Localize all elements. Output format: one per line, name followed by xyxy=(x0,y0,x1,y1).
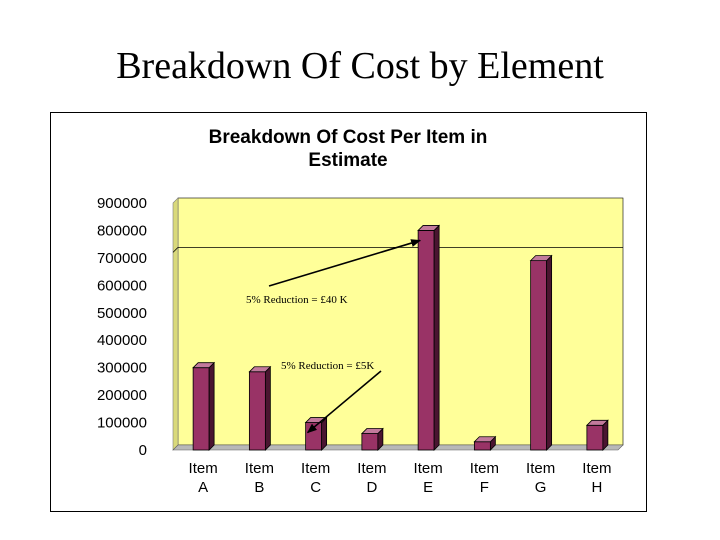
x-tick-label: C xyxy=(310,479,321,496)
y-tick-label: 0 xyxy=(139,442,147,459)
bar[interactable] xyxy=(530,260,548,451)
bar-top xyxy=(417,225,441,231)
x-tick-label: H xyxy=(591,479,602,496)
annotation-text: 5% Reduction = £5K xyxy=(281,360,374,372)
x-tick-label: Item xyxy=(470,460,499,477)
x-tick-label: E xyxy=(423,479,433,496)
reference-line-side xyxy=(172,247,179,253)
x-tick-label: Item xyxy=(301,460,330,477)
x-tick-label: Item xyxy=(582,460,611,477)
bar[interactable] xyxy=(248,371,266,451)
y-tick-label: 200000 xyxy=(97,387,147,404)
bar[interactable] xyxy=(473,441,491,451)
bar-side xyxy=(546,254,553,451)
bar-top xyxy=(529,255,553,262)
bar[interactable] xyxy=(361,433,379,451)
y-tick-label: 100000 xyxy=(97,415,147,432)
bar-side xyxy=(321,416,328,451)
slide-title: Breakdown Of Cost by Element xyxy=(116,45,604,87)
bar-side xyxy=(433,224,440,451)
y-tick-label: 700000 xyxy=(97,250,147,267)
y-tick-label: 500000 xyxy=(97,305,147,322)
y-tick-label: 900000 xyxy=(97,195,147,212)
chart-frame: Breakdown Of Cost Per Item in Estimate 0 10… xyxy=(50,112,647,512)
plot-area xyxy=(177,197,624,446)
bar-top xyxy=(360,428,384,434)
y-tick-label: 800000 xyxy=(97,222,147,239)
bar-top xyxy=(192,362,216,369)
bar[interactable] xyxy=(417,230,435,451)
plot-floor xyxy=(172,444,624,451)
x-tick-label: Item xyxy=(189,460,218,477)
x-tick-label: F xyxy=(480,479,489,496)
x-tick-label: D xyxy=(366,479,377,496)
x-tick-label: Item xyxy=(245,460,274,477)
x-tick-label: Item xyxy=(357,460,386,477)
bar[interactable] xyxy=(192,367,210,451)
x-tick-label: B xyxy=(254,479,264,496)
x-tick-label: Item xyxy=(526,460,555,477)
chart-title-line: Estimate xyxy=(308,150,387,171)
plot-side-wall xyxy=(172,197,179,451)
annotation-arrow xyxy=(268,239,422,287)
y-tick-label: 300000 xyxy=(97,360,147,377)
chart-title-line: Breakdown Of Cost Per Item in xyxy=(209,127,488,148)
bar-top xyxy=(248,366,272,373)
bar[interactable] xyxy=(586,424,604,451)
x-tick-label: G xyxy=(535,479,547,496)
y-tick-label: 400000 xyxy=(97,332,147,349)
y-tick-label: 600000 xyxy=(97,277,147,294)
annotation-text: 5% Reduction = £40 K xyxy=(246,294,348,306)
bar-top xyxy=(473,436,497,443)
annotation-arrow xyxy=(306,370,382,434)
bar-side xyxy=(208,361,215,451)
x-tick-label: Item xyxy=(414,460,443,477)
bar-top xyxy=(585,419,609,426)
bar-side xyxy=(264,365,271,451)
x-tick-label: A xyxy=(198,479,208,496)
